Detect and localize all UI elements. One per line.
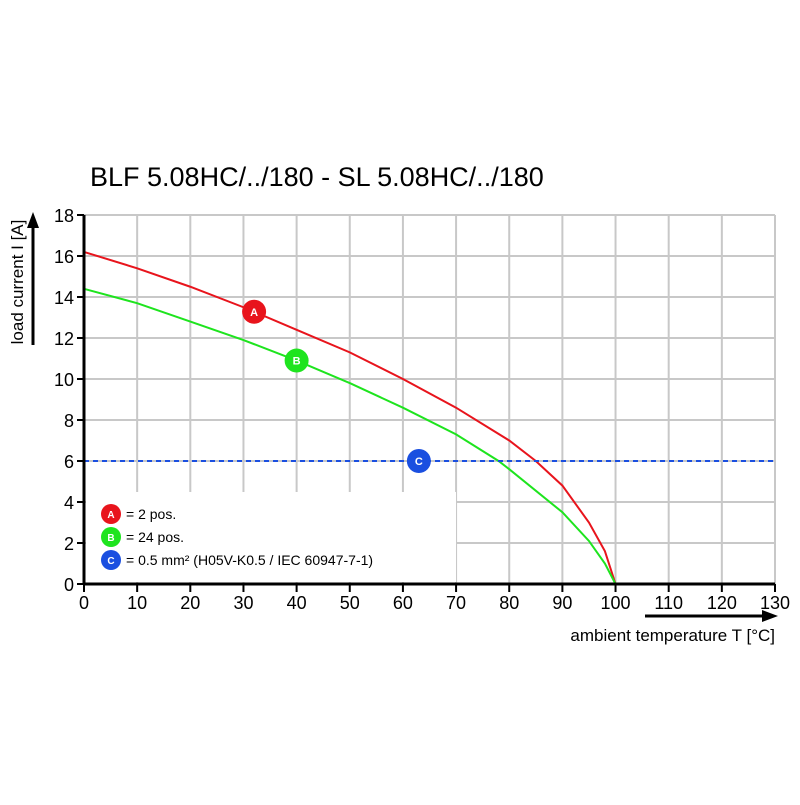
legend-marker-label: B <box>107 533 114 544</box>
series-line-a <box>83 250 617 585</box>
legend-marker-c <box>101 550 121 570</box>
x-tick-label: 0 <box>79 593 89 613</box>
y-tick-label: 10 <box>54 370 74 390</box>
legend-marker-b <box>101 527 121 547</box>
x-tick-label: 100 <box>601 593 631 613</box>
x-tick-label: 70 <box>446 593 466 613</box>
series-marker-label: C <box>415 456 423 468</box>
axes: 0 10 20 30 40 50 60 70 80 90 100 110 120 130 0 2 4 6 8 10 12… <box>54 206 790 613</box>
y-tick-label: 0 <box>64 575 74 595</box>
x-tick-label: 50 <box>340 593 360 613</box>
y-tick-label: 12 <box>54 329 74 349</box>
x-tick-label: 20 <box>180 593 200 613</box>
y-axis-label: load current I [A] <box>8 220 27 345</box>
legend-marker-a <box>101 504 121 524</box>
x-tick-label: 30 <box>233 593 253 613</box>
legend-entry-label: = 0.5 mm² (H05V-K0.5 / IEC 60947-7-1) <box>126 552 373 568</box>
x-tick-label: 40 <box>287 593 307 613</box>
series-marker-a <box>242 299 267 324</box>
y-axis-arrowhead <box>27 212 39 228</box>
x-tick-label: 80 <box>499 593 519 613</box>
legend: A = 2 pos. B = 24 pos. C = 0.5 mm² (H05V-K0.5… <box>101 504 373 570</box>
series-markers: A B C <box>242 299 431 473</box>
x-tick-label: 90 <box>552 593 572 613</box>
x-tick-label: 60 <box>393 593 413 613</box>
y-tick-label: 8 <box>64 411 74 431</box>
series-marker-label: B <box>293 356 301 368</box>
y-tick-label: 4 <box>64 493 74 513</box>
x-axis-label: ambient temperature T [°C] <box>570 626 775 645</box>
y-tick-label: 18 <box>54 206 74 226</box>
legend-entry-label: = 24 pos. <box>126 529 184 545</box>
legend-marker-label: A <box>107 510 114 521</box>
chart-title: BLF 5.08HC/../180 - SL 5.08HC/../180 <box>90 162 544 192</box>
series-marker-b <box>284 348 309 373</box>
y-tick-label: 14 <box>54 288 74 308</box>
series-marker-label: A <box>250 307 258 319</box>
y-tick-label: 2 <box>64 534 74 554</box>
y-tick-label: 16 <box>54 247 74 267</box>
x-tick-label: 120 <box>707 593 737 613</box>
x-axis-arrowhead <box>762 610 778 622</box>
y-tick-label: 6 <box>64 452 74 472</box>
legend-entry-label: = 2 pos. <box>126 506 176 522</box>
legend-marker-label: C <box>107 556 114 567</box>
series-marker-c <box>406 449 431 473</box>
x-tick-label: 10 <box>127 593 147 613</box>
x-tick-label: 110 <box>654 593 683 613</box>
legend-background <box>86 492 456 582</box>
x-tick-label: 130 <box>760 593 790 613</box>
series-line-b <box>83 287 617 585</box>
